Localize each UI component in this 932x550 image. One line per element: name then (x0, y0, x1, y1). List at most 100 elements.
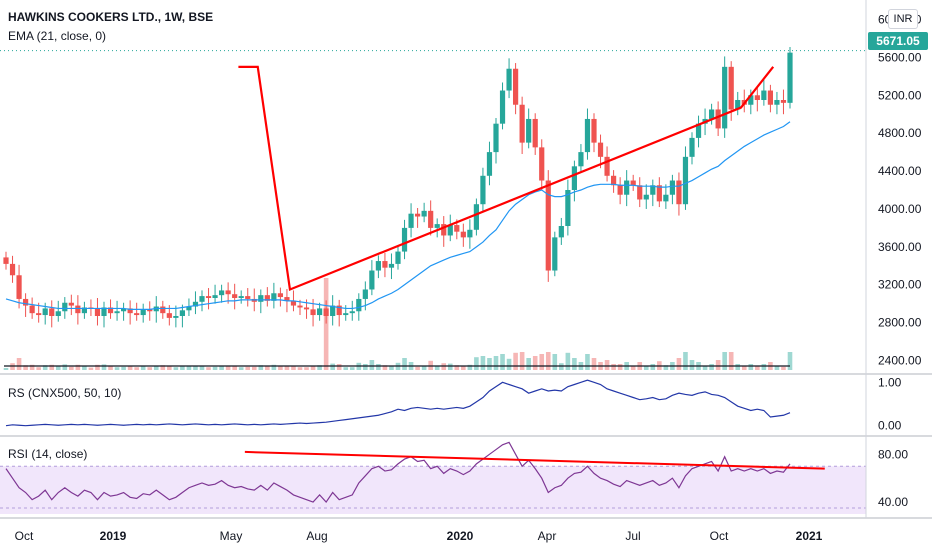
candle-body (617, 185, 623, 195)
candle-body (597, 142, 604, 157)
candle-body (127, 308, 133, 314)
candle-body (604, 156, 610, 176)
time-tick-label: Jul (625, 529, 640, 543)
volume-bar (62, 364, 68, 370)
price-tick-label: 5600.00 (878, 50, 922, 64)
candle-body (375, 261, 381, 271)
volume-bar (114, 367, 120, 370)
candle-body (42, 308, 48, 316)
candle-body (310, 309, 316, 316)
volume-bar (722, 352, 727, 370)
volume-bar (702, 366, 708, 370)
candle-body (29, 305, 35, 314)
candle-body (330, 305, 336, 316)
volume-bar (251, 366, 257, 370)
volume-bar (630, 366, 636, 370)
volume-bar (278, 366, 283, 370)
volume-bar (781, 366, 786, 370)
volume-bar (447, 363, 453, 370)
candle-body (748, 95, 754, 105)
candle-body (134, 313, 140, 316)
volume-bar (467, 364, 473, 370)
volume-bar (291, 366, 296, 370)
candle-body (395, 251, 401, 264)
volume-bar (225, 366, 231, 370)
candle-body (669, 180, 675, 195)
candle-body (245, 296, 251, 299)
candle-body (643, 194, 649, 200)
volume-bar (389, 366, 394, 370)
candle-body (421, 210, 427, 217)
candle-body (277, 293, 283, 298)
volume-bar (585, 354, 590, 370)
volume-bar (604, 360, 610, 370)
volume-bar (232, 366, 237, 370)
volume-bar (173, 367, 179, 370)
candle-body (219, 290, 225, 296)
rsi-band (0, 466, 866, 514)
candle-body (780, 100, 787, 103)
time-tick-label: 2021 (796, 529, 823, 543)
volume-bar (676, 358, 682, 370)
ema-line (5, 121, 791, 310)
time-tick-label: Apr (538, 529, 557, 543)
candle-body (408, 213, 414, 228)
candle-body (650, 185, 656, 195)
price-tick-label: 4000.00 (878, 202, 922, 216)
volume-bar (212, 366, 218, 370)
price-tick-label: 2400.00 (878, 354, 922, 368)
volume-bar (127, 366, 133, 370)
candle-body (323, 308, 329, 316)
candle-body (356, 298, 362, 312)
candle-body (441, 224, 447, 236)
volume-bar (95, 364, 100, 370)
volume-bar (421, 365, 427, 370)
rsi-pane: 80.00 40.00 (0, 441, 908, 514)
candle-body (761, 90, 767, 100)
candle-body (68, 302, 74, 306)
volume-bar (519, 352, 525, 370)
candle-body (545, 180, 551, 271)
last-price-tag: 5671.05 (868, 32, 928, 50)
candle-body (140, 309, 146, 316)
volume-bar (36, 367, 41, 370)
candle-body (369, 270, 375, 290)
volume-bar (317, 365, 322, 370)
candle-body (349, 311, 355, 314)
rs-tick-label: 0.00 (878, 419, 902, 433)
candle-body (506, 68, 512, 91)
volume-bar (75, 364, 81, 370)
candle-body (343, 313, 349, 316)
volume-bar (186, 366, 192, 370)
candle-body (284, 297, 290, 301)
candle-body (55, 311, 61, 316)
price-tick-label: 2800.00 (878, 316, 922, 330)
candle-body (212, 295, 218, 298)
candle-body (526, 118, 532, 143)
candle-body (519, 104, 525, 143)
rs-legend: RS (CNX500, 50, 10) (8, 386, 122, 400)
volume-bar (683, 352, 688, 370)
candle-body (415, 213, 421, 217)
candle-body (565, 190, 571, 226)
volume-bar (304, 367, 309, 370)
rsi-line (5, 441, 791, 504)
candle-body (336, 305, 342, 316)
candle-body (147, 309, 153, 312)
volume-bar (761, 364, 767, 370)
candle-body (382, 261, 388, 268)
candle-body (62, 302, 68, 312)
volume-bar (545, 352, 551, 370)
candle-body (728, 66, 734, 110)
candle-body (715, 109, 721, 129)
volume-bar (82, 365, 87, 370)
price-tick-label: 4800.00 (878, 126, 922, 140)
volume-bar (539, 354, 545, 370)
volume-bar (552, 354, 558, 370)
volume-bar (343, 367, 349, 370)
currency-badge[interactable]: INR (888, 9, 918, 29)
candle-body (493, 123, 499, 153)
candle-body (428, 210, 434, 228)
volume-bar (689, 360, 695, 370)
